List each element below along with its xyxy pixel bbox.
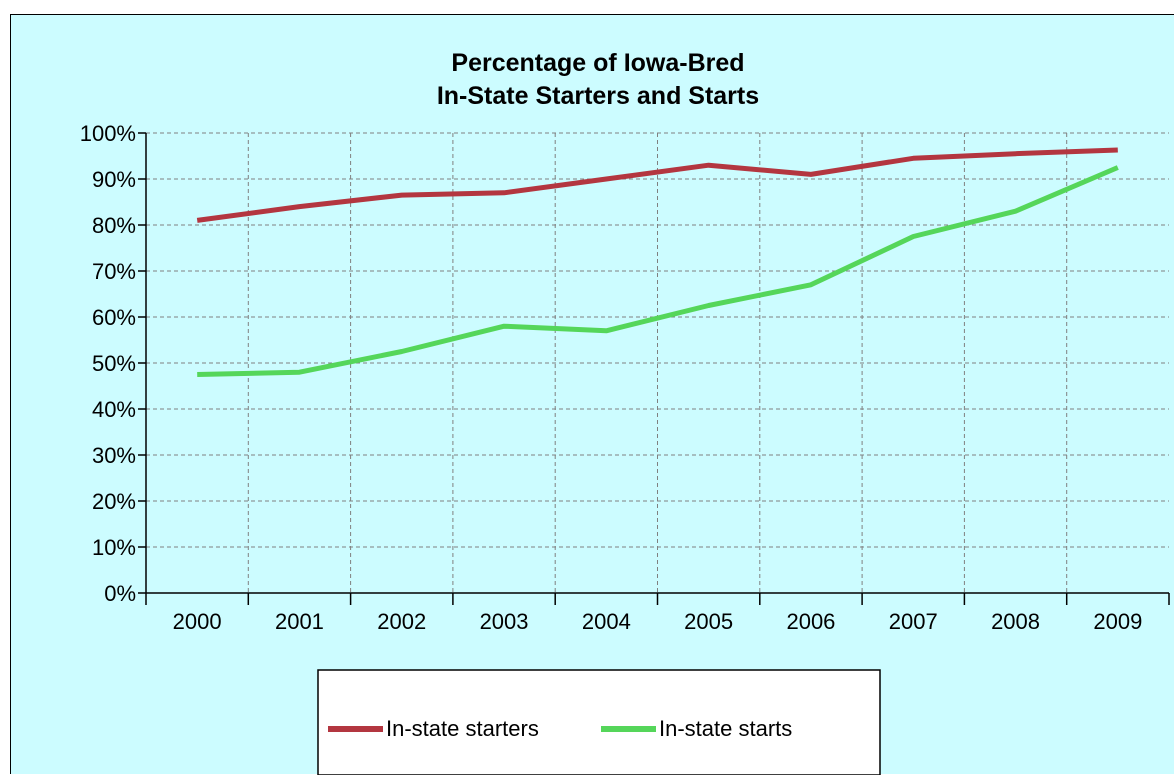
line-chart: 0% 10% 20% 30% 40% 50% 60% 70% 80% 90% 100% 2000 200… <box>80 49 1170 775</box>
y-tick-label: 60% <box>92 305 136 330</box>
grid-lines <box>146 132 1169 593</box>
legend-label: In-state starters <box>386 716 539 741</box>
x-tick-label: 2004 <box>582 609 631 634</box>
x-tick-label: 2001 <box>275 609 324 634</box>
y-tick-label: 50% <box>92 351 136 376</box>
y-tick-label: 20% <box>92 489 136 514</box>
y-tick-label: 40% <box>92 397 136 422</box>
x-tick-label: 2003 <box>480 609 529 634</box>
y-tick-label: 100% <box>80 121 136 146</box>
x-tick-label: 2006 <box>786 609 835 634</box>
x-tick-label: 2009 <box>1093 609 1142 634</box>
x-tick-label: 2007 <box>889 609 938 634</box>
y-tick-label: 90% <box>92 167 136 192</box>
y-tick-label: 80% <box>92 213 136 238</box>
chart-frame: 0% 10% 20% 30% 40% 50% 60% 70% 80% 90% 100% 2000 200… <box>10 14 1174 775</box>
y-tick-label: 70% <box>92 259 136 284</box>
y-tick-label: 10% <box>92 535 136 560</box>
y-tick-label: 0% <box>104 581 136 606</box>
chart-title-line-2: In-State Starters and Starts <box>437 82 759 110</box>
chart-title-line-1: Percentage of Iowa-Bred <box>451 49 744 77</box>
x-tick-label: 2005 <box>684 609 733 634</box>
legend-box <box>317 669 881 775</box>
series-line-2 <box>197 165 1119 377</box>
series-line-1 <box>196 147 1118 223</box>
y-tick-label: 30% <box>92 443 136 468</box>
x-tick-label: 2002 <box>377 609 426 634</box>
axes: 0% 10% 20% 30% 40% 50% 60% 70% 80% 90% 100% 2000 200… <box>80 121 1170 634</box>
legend-label: In-state starts <box>659 716 792 741</box>
series-lines <box>196 147 1119 377</box>
x-tick-label: 2008 <box>991 609 1040 634</box>
legend: In-state starters In-state starts <box>317 669 881 775</box>
x-tick-label: 2000 <box>173 609 222 634</box>
